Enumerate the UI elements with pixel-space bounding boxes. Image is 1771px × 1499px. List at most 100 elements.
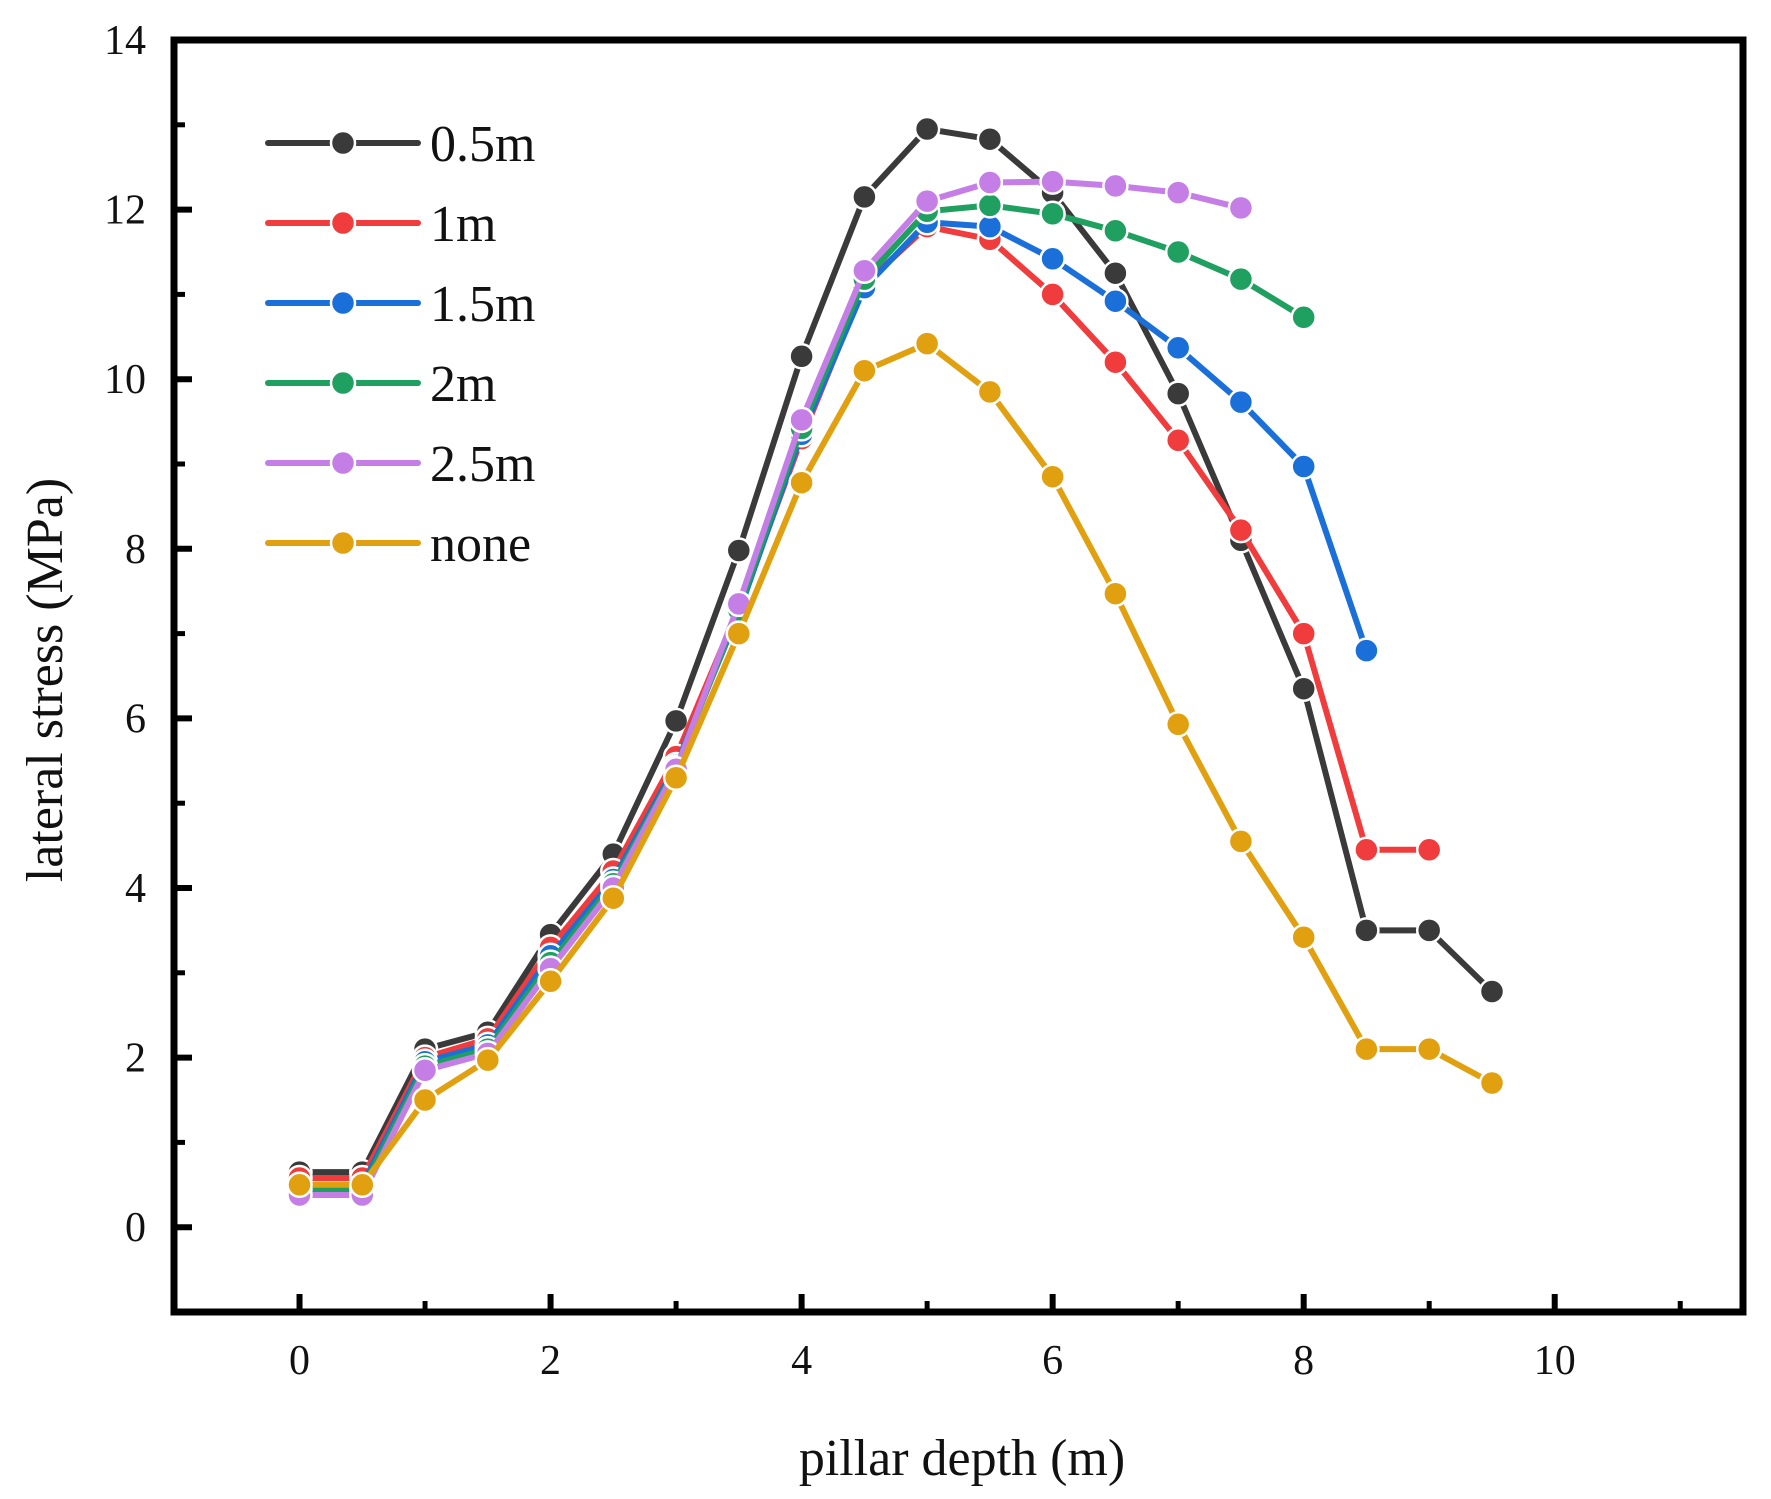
data-point <box>1102 580 1129 607</box>
data-point <box>1039 245 1066 273</box>
data-point <box>1102 287 1129 315</box>
data-point <box>411 1057 439 1084</box>
data-point <box>1164 380 1192 407</box>
legend-label: 2.5m <box>430 436 535 493</box>
legend-marker <box>329 129 357 157</box>
y-tick-label: 8 <box>125 527 146 573</box>
data-point <box>851 183 878 211</box>
y-axis-title: lateral stress (MPa) <box>17 478 74 882</box>
data-point <box>1102 348 1129 376</box>
data-point <box>1478 1069 1506 1097</box>
data-point <box>1102 259 1129 287</box>
data-point <box>1164 427 1192 454</box>
axis-layer: 0 2 4 6 8 10 0 2 4 6 8 10 12 14 <box>104 18 1747 1384</box>
data-point <box>788 406 815 434</box>
series-line-2.5m <box>296 178 1244 1198</box>
y-tick-label: 6 <box>125 696 146 742</box>
data-point <box>851 257 878 284</box>
data-point <box>600 884 627 912</box>
legend-marker <box>329 209 357 237</box>
data-point <box>1039 168 1066 195</box>
x-axis-title: pillar depth (m) <box>799 1430 1125 1487</box>
y-tick-label: 12 <box>104 188 146 234</box>
y-tick-label: 14 <box>104 18 146 64</box>
data-point <box>1290 675 1317 702</box>
data-point <box>662 764 690 792</box>
data-point <box>1039 281 1066 308</box>
series-line-0.5m <box>296 126 1495 1176</box>
x-tick-label: 2 <box>540 1338 561 1384</box>
data-point <box>1353 637 1380 664</box>
data-point <box>1227 828 1255 855</box>
data-point <box>474 1046 502 1074</box>
legend-item-none: none <box>265 516 531 573</box>
data-point <box>1290 620 1317 647</box>
data-point <box>788 469 815 496</box>
data-point <box>1227 265 1255 293</box>
data-point <box>1227 516 1255 544</box>
data-point <box>1415 917 1443 944</box>
data-point <box>913 187 941 215</box>
data-point <box>1102 172 1129 200</box>
legend-marker <box>329 529 357 557</box>
data-point <box>1164 334 1192 362</box>
data-point <box>537 968 564 995</box>
data-point <box>1353 836 1380 864</box>
series-line-none <box>296 340 1495 1188</box>
data-point <box>913 330 941 357</box>
y-tick-label: 2 <box>125 1036 146 1082</box>
legend-item-1.5m: 1.5m <box>265 276 535 333</box>
data-point <box>1039 200 1066 228</box>
data-point <box>1353 1035 1380 1063</box>
y-tick-label: 4 <box>125 866 146 912</box>
legend-label: 1m <box>430 196 496 253</box>
x-tick-label: 8 <box>1293 1338 1314 1384</box>
legend-marker <box>329 369 357 397</box>
data-point <box>1290 923 1317 951</box>
legend-label: 2m <box>430 356 496 413</box>
legend-item-2.5m: 2.5m <box>265 436 535 493</box>
data-point <box>1290 304 1317 331</box>
data-point <box>1415 1035 1443 1063</box>
data-point <box>976 169 1004 196</box>
legend-marker <box>329 449 357 477</box>
data-point <box>1164 711 1192 738</box>
series-none <box>286 330 1506 1199</box>
data-point <box>788 343 815 370</box>
data-point <box>976 125 1004 153</box>
legend-label: 1.5m <box>430 276 535 333</box>
data-point <box>1290 453 1317 480</box>
data-point <box>851 357 878 384</box>
data-point <box>1353 917 1380 944</box>
data-point <box>725 537 753 564</box>
legend-label: 0.5m <box>430 116 535 173</box>
data-point <box>1102 217 1129 245</box>
legend-item-0.5m: 0.5m <box>265 116 535 173</box>
legend-item-1m: 1m <box>265 196 496 253</box>
legend-marker <box>329 289 357 317</box>
data-point <box>725 620 753 647</box>
data-point <box>349 1171 376 1199</box>
data-point <box>411 1086 439 1114</box>
legend-label: none <box>430 516 531 573</box>
x-tick-label: 10 <box>1534 1338 1576 1384</box>
plot-frame <box>170 36 1747 1316</box>
data-point <box>1478 978 1506 1005</box>
data-point <box>913 115 941 143</box>
data-point <box>1227 194 1255 222</box>
x-tick-label: 6 <box>1042 1338 1063 1384</box>
y-tick-label: 0 <box>125 1205 146 1251</box>
y-tick-label: 10 <box>104 357 146 403</box>
data-point <box>1039 463 1066 490</box>
x-tick-label: 0 <box>289 1338 310 1384</box>
data-point <box>1227 388 1255 416</box>
data-point <box>1164 238 1192 266</box>
data-point <box>1415 836 1443 864</box>
legend: 0.5m 1m 1.5m 2m 2.5m none <box>265 116 535 573</box>
x-tick-label: 4 <box>791 1338 812 1384</box>
legend-item-2m: 2m <box>265 356 496 413</box>
data-point <box>286 1171 313 1199</box>
data-point <box>976 192 1004 219</box>
data-point <box>1164 179 1192 206</box>
